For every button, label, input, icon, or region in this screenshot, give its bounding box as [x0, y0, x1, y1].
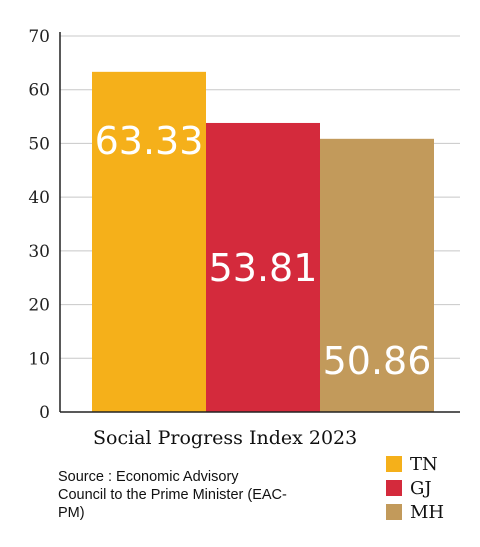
- bars: [92, 71, 434, 413]
- y-tick-label-30: 30: [28, 242, 50, 262]
- source-note: Source : Economic Advisory Council to th…: [58, 469, 287, 521]
- y-tick-label-10: 10: [28, 349, 50, 369]
- bar-gj: [206, 122, 320, 412]
- legend-swatch-gj: [386, 480, 402, 496]
- data-label-gj: 53.81: [209, 246, 318, 290]
- y-axis-ticks: 0 10 20 30 40 50 60 70: [28, 27, 50, 423]
- legend-swatch-tn: [386, 456, 402, 472]
- data-label-tn: 63.33: [95, 119, 204, 163]
- legend-item-gj: GJ: [386, 476, 444, 500]
- legend-label-gj: GJ: [410, 477, 432, 499]
- data-label-mh: 50.86: [323, 339, 432, 383]
- y-tick-label-0: 0: [39, 403, 50, 423]
- y-tick-label-70: 70: [28, 27, 50, 47]
- y-tick-label-60: 60: [28, 81, 50, 101]
- data-labels: 63.33 53.81 50.86: [95, 119, 432, 383]
- bar-mh: [320, 138, 434, 412]
- y-tick-label-40: 40: [28, 188, 50, 208]
- legend-item-tn: TN: [386, 452, 444, 476]
- legend-label-tn: TN: [410, 453, 438, 475]
- legend-item-mh: MH: [386, 500, 444, 524]
- bar-tn: [92, 71, 206, 413]
- legend-label-mh: MH: [410, 501, 445, 523]
- chart-title: Social Progress Index 2023: [93, 427, 358, 449]
- legend-swatch-mh: [386, 504, 402, 520]
- y-tick-label-50: 50: [28, 134, 50, 154]
- y-tick-label-20: 20: [28, 296, 50, 316]
- bar-chart: 0 10 20 30 40 50 60 70 63.33 53.81 50.86: [28, 27, 460, 423]
- legend: TN GJ MH: [386, 452, 444, 524]
